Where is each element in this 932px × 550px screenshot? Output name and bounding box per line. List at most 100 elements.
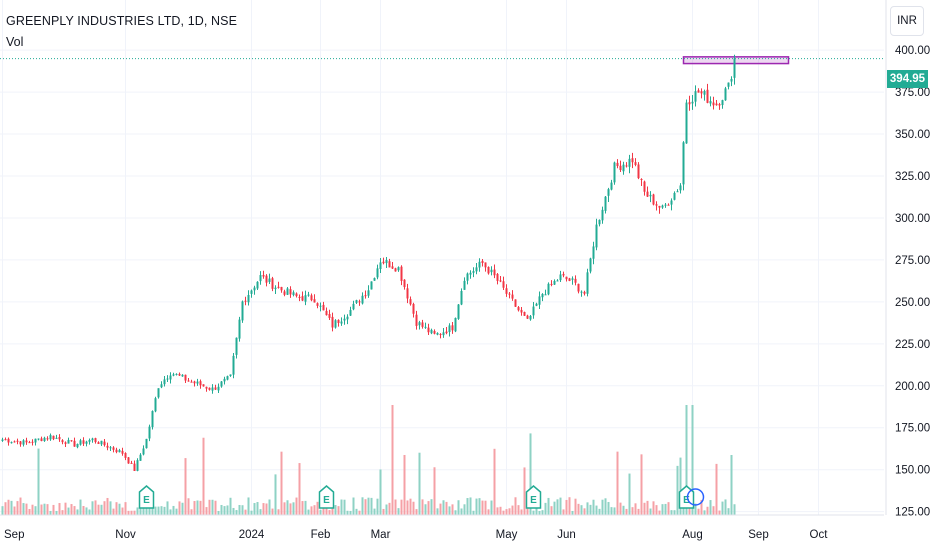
candle-body <box>265 275 268 283</box>
volume-bar <box>286 500 289 515</box>
candle-body <box>256 281 259 289</box>
volume-bar <box>667 502 670 515</box>
candle <box>463 277 466 290</box>
candle-body <box>580 291 583 293</box>
candle-body <box>376 268 379 278</box>
candle-body <box>166 378 169 380</box>
price-axis[interactable]: 400.00 375.00 350.00 325.00 300.00 275.00 250.… <box>885 0 930 519</box>
candle <box>508 291 511 299</box>
candle <box>148 424 151 442</box>
volume-indicator-label[interactable]: Vol <box>6 35 24 49</box>
volume-bar <box>709 500 712 515</box>
volume-bar <box>520 509 523 515</box>
volume-bar <box>478 498 481 515</box>
volume-bar <box>412 501 415 515</box>
candle-body <box>328 314 331 318</box>
candle <box>598 219 601 227</box>
candle <box>124 452 127 461</box>
volume-bar <box>457 500 460 515</box>
candle-body <box>127 457 130 464</box>
candle-body <box>430 329 433 334</box>
volume-bar <box>40 504 43 515</box>
candle-body <box>241 301 244 321</box>
candle <box>172 372 175 377</box>
x-tick-label: Jun <box>557 529 576 541</box>
volume-bar <box>280 451 283 515</box>
y-tick-label: 375.00 <box>895 87 930 99</box>
highlight-zone-layer <box>682 56 790 65</box>
volume-bar <box>265 503 268 515</box>
volume-bar <box>574 498 577 515</box>
volume-bar <box>10 500 13 515</box>
candle-body <box>271 278 274 289</box>
candle <box>412 302 415 318</box>
volume-bar <box>460 508 463 515</box>
candle <box>394 267 397 272</box>
candle <box>136 458 139 472</box>
volume-bar <box>181 502 184 515</box>
candle-body <box>88 440 91 442</box>
candle <box>601 206 604 224</box>
y-tick-label: 125.00 <box>895 507 930 519</box>
candle-body <box>199 381 202 386</box>
volume-bar <box>382 508 385 515</box>
candle-body <box>160 384 163 388</box>
time-axis[interactable]: Sep Nov 2024 Feb Mar May Jun Aug Sep Oct <box>0 514 884 541</box>
candle-body <box>175 373 178 375</box>
candle-body <box>403 279 406 288</box>
candle-body <box>139 454 142 461</box>
candle <box>433 329 436 335</box>
volume-bar <box>424 504 427 515</box>
candle-body <box>484 262 487 268</box>
volume-bar <box>49 510 52 515</box>
volume-bar <box>634 503 637 515</box>
y-tick-label: 325.00 <box>895 171 930 183</box>
candle-body <box>502 281 505 288</box>
candle-body <box>442 332 445 336</box>
volume-bar <box>55 510 58 515</box>
volume-bar <box>712 506 715 515</box>
candle <box>724 86 727 101</box>
candle <box>484 262 487 272</box>
candle <box>358 299 361 306</box>
candle <box>274 285 277 294</box>
candle <box>379 257 382 274</box>
candle-body <box>673 192 676 200</box>
candle-body <box>277 286 280 288</box>
candle <box>142 445 145 456</box>
volume-bar <box>463 504 466 515</box>
last-price-tag: 394.95 <box>887 70 928 88</box>
candle-body <box>208 387 211 390</box>
candle-body <box>607 189 610 196</box>
volume-bar <box>268 499 271 515</box>
candle-body <box>340 321 343 324</box>
candle-body <box>292 292 295 296</box>
candle <box>415 310 418 330</box>
volume-bar <box>220 504 223 515</box>
candle <box>205 386 208 392</box>
volume-bar <box>484 500 487 515</box>
candle-body <box>10 442 13 444</box>
candle <box>187 377 190 382</box>
volume-bar <box>184 458 187 515</box>
candle <box>133 460 136 472</box>
volume-bar <box>313 505 316 515</box>
volume-bar <box>13 506 16 515</box>
volume-bar <box>130 510 133 515</box>
candle-body <box>187 380 190 382</box>
candle-body <box>103 441 106 446</box>
candle-body <box>487 266 490 274</box>
candle-body <box>517 307 520 311</box>
currency-button[interactable]: INR <box>890 6 924 36</box>
candle <box>571 276 574 285</box>
candle-body <box>412 303 415 314</box>
volume-bar <box>379 469 382 515</box>
y-tick-label: 225.00 <box>895 339 930 351</box>
volume-bar <box>559 497 562 515</box>
volume-bar <box>592 499 595 515</box>
candle <box>220 380 223 388</box>
volume-bar <box>16 501 19 515</box>
volume-bar <box>445 501 448 515</box>
